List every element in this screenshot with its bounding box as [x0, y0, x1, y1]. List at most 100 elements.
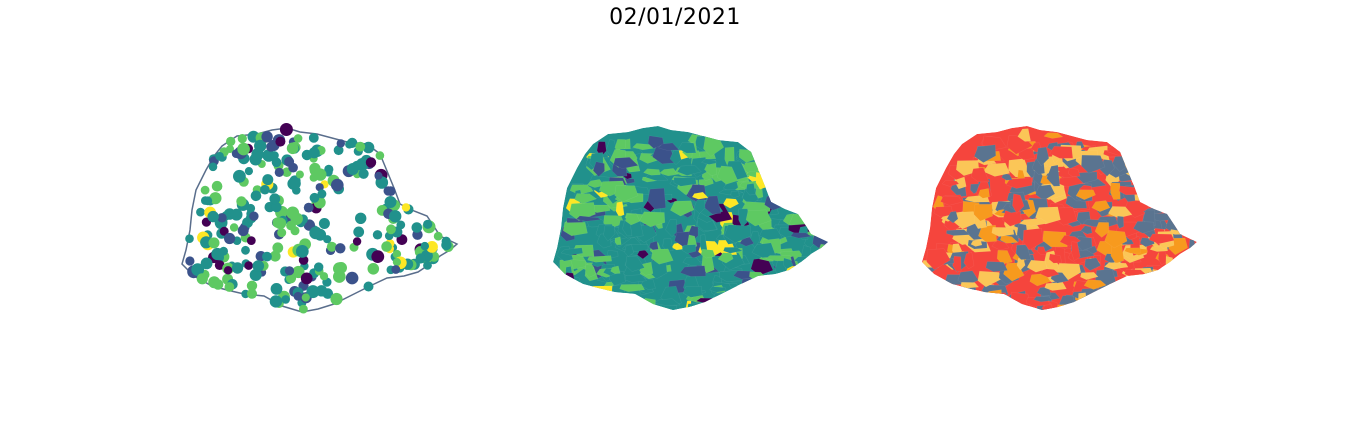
- municipality-region: [952, 255, 962, 272]
- municipality-point: [391, 265, 401, 274]
- municipality-point: [281, 295, 291, 304]
- municipality-region: [615, 201, 625, 218]
- municipality-point: [423, 261, 432, 270]
- municipality-region: [1036, 246, 1047, 255]
- municipality-region: [730, 190, 740, 199]
- municipality-point: [250, 190, 262, 202]
- municipality-region: [649, 240, 659, 251]
- municipality-region: [614, 236, 622, 245]
- municipality-point: [306, 285, 320, 299]
- municipality-region: [1133, 221, 1155, 234]
- municipality-region: [782, 257, 794, 270]
- municipality-point: [392, 258, 401, 267]
- municipality-region: [926, 248, 951, 271]
- municipality-region: [716, 165, 739, 185]
- municipality-point: [270, 283, 283, 295]
- municipality-point: [314, 262, 324, 272]
- municipality-point: [185, 256, 195, 266]
- municipality-point: [352, 237, 362, 246]
- municipality-region: [624, 244, 635, 257]
- municipality-region: [1022, 227, 1044, 251]
- municipality-point: [415, 253, 426, 264]
- municipality-point: [237, 134, 247, 144]
- municipality-point: [244, 261, 253, 270]
- municipality-region: [1110, 182, 1121, 200]
- municipality-region: [560, 247, 584, 256]
- municipality-region: [1036, 146, 1050, 167]
- municipality-point: [303, 202, 314, 213]
- municipality-point: [211, 180, 223, 192]
- municipality-region: [647, 135, 665, 149]
- municipality-region: [574, 193, 598, 204]
- municipality-point: [375, 151, 385, 160]
- municipality-point: [260, 184, 270, 195]
- municipality-region: [1189, 246, 1197, 258]
- municipality-region: [723, 246, 743, 254]
- municipality-region: [960, 281, 980, 289]
- municipality-point: [233, 169, 246, 183]
- municipality-point: [367, 263, 380, 275]
- municipality-region: [701, 158, 717, 165]
- municipality-point: [230, 208, 243, 221]
- municipality-point: [301, 293, 310, 302]
- municipality-point: [371, 250, 385, 263]
- municipality-point: [274, 167, 284, 177]
- municipality-region: [1049, 146, 1074, 159]
- municipality-region: [745, 209, 772, 227]
- municipality-region: [624, 274, 647, 283]
- municipality-region: [723, 224, 752, 244]
- municipality-point: [317, 189, 327, 199]
- municipality-region: [585, 264, 596, 278]
- municipality-point: [236, 196, 247, 207]
- municipality-point: [237, 142, 250, 156]
- municipality-region: [1040, 303, 1055, 310]
- municipality-region: [637, 248, 649, 260]
- municipality-point: [231, 262, 244, 274]
- municipality-region: [973, 204, 993, 222]
- municipality-region: [709, 286, 727, 293]
- municipality-region: [640, 278, 656, 290]
- municipality-point: [271, 202, 282, 213]
- municipality-region: [614, 184, 639, 203]
- municipality-region: [662, 238, 674, 252]
- municipality-point: [293, 291, 303, 301]
- municipality-region: [658, 168, 679, 177]
- municipality-region: [978, 188, 990, 199]
- municipality-region: [999, 234, 1019, 244]
- municipality-region: [1124, 247, 1141, 254]
- municipality-point: [426, 241, 438, 253]
- municipality-region: [946, 229, 971, 236]
- municipality-point: [249, 211, 259, 221]
- municipality-region: [681, 244, 697, 254]
- municipality-point: [326, 241, 337, 252]
- municipality-region: [1107, 206, 1133, 219]
- municipality-region: [1067, 167, 1081, 178]
- municipality-point: [209, 192, 222, 205]
- municipality-region: [657, 142, 680, 151]
- municipality-point: [401, 203, 411, 212]
- municipality-point: [323, 235, 332, 244]
- municipality-point: [237, 225, 249, 237]
- municipality-point: [269, 295, 283, 308]
- municipality-region: [1085, 293, 1102, 310]
- municipality-point: [203, 196, 213, 206]
- municipality-region: [996, 249, 1013, 265]
- municipality-point: [277, 228, 287, 238]
- municipality-region: [733, 270, 752, 280]
- municipality-point: [272, 242, 284, 254]
- municipality-region: [1043, 132, 1064, 139]
- municipality-point: [411, 222, 423, 233]
- municipality-region: [722, 198, 739, 209]
- municipality-region: [1026, 259, 1048, 273]
- municipality-region: [973, 144, 997, 163]
- municipality-region: [679, 265, 707, 277]
- municipality-point: [284, 156, 295, 167]
- municipality-region: [586, 179, 605, 188]
- municipality-point: [275, 136, 286, 147]
- municipality-point: [254, 139, 267, 153]
- municipality-region: [739, 236, 755, 247]
- municipality-point: [420, 241, 429, 251]
